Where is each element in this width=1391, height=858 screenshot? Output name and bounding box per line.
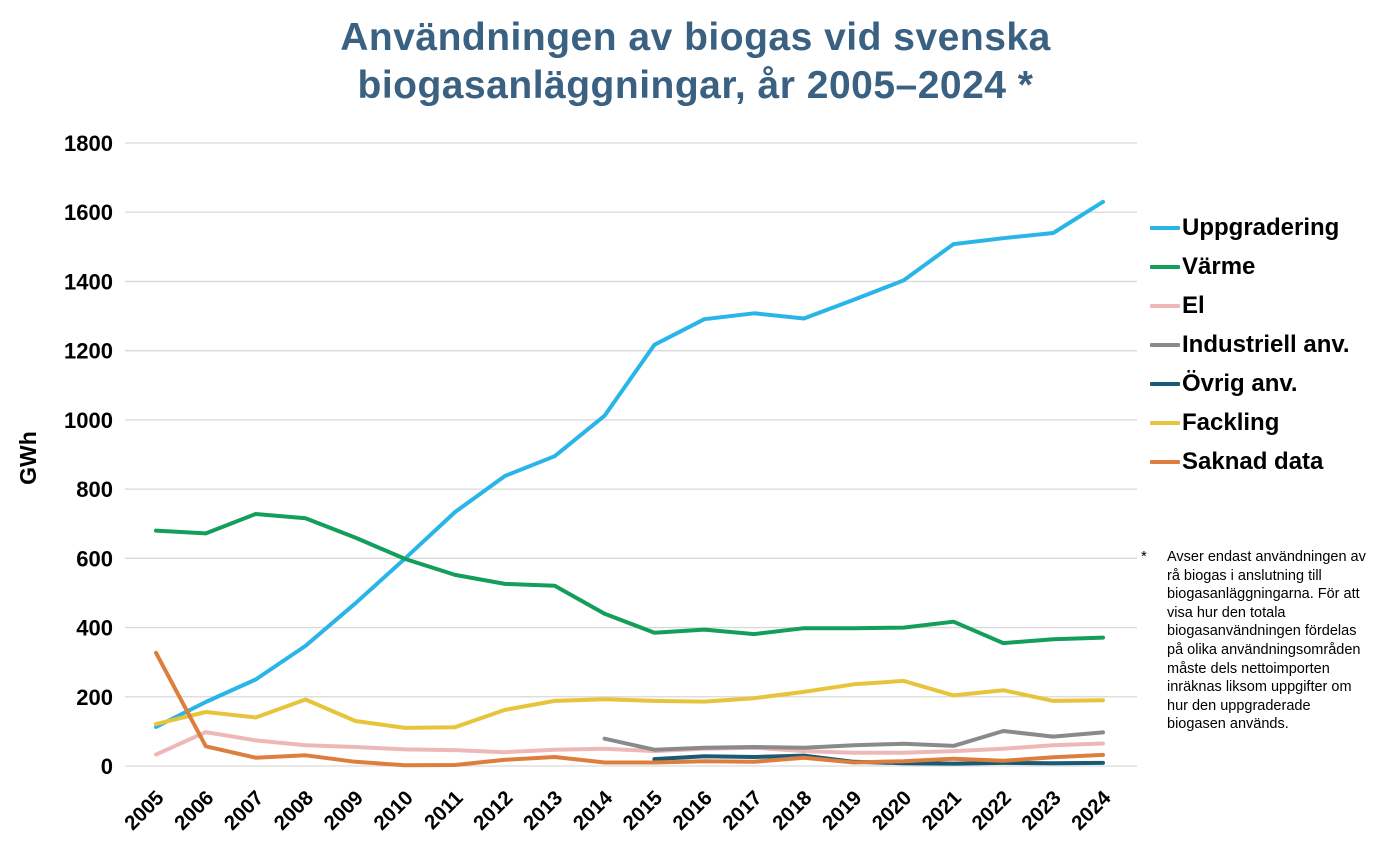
legend-label: Uppgradering [1182,213,1340,241]
x-tick-label: 2017 [718,786,767,835]
series-line-fackling [154,678,1105,730]
y-tick-label: 200 [76,685,113,710]
x-tick-label: 2019 [818,786,867,835]
y-axis-title: GWh [15,431,41,485]
y-tick-label: 1600 [64,200,113,225]
legend-line-swatch [1150,381,1180,386]
chart-legend: Uppgradering Värme El Industriell anv. Övrig… [1150,208,1390,481]
x-tick-label: 2006 [170,786,219,835]
chart-title: Användningen av biogas vid svenska bioga… [340,16,1051,107]
x-tick-label: 2023 [1017,786,1066,835]
x-tick-label: 2018 [768,786,817,835]
x-tick-label: 2010 [369,786,418,835]
legend-line-swatch [1150,264,1180,269]
series-line-industriell-anv [602,729,1105,752]
legend-item-industriell-anv: Industriell anv. [1150,325,1390,364]
x-tick-label: 2016 [668,786,717,835]
y-tick-label: 600 [76,546,113,571]
x-tick-label: 2021 [917,786,966,835]
series-line-el [154,730,1105,757]
x-tick-label: 2005 [120,786,169,835]
legend-line-swatch [1150,420,1180,425]
legend-line-swatch [1150,303,1180,308]
y-tick-label: 0 [101,754,113,779]
x-tick-label: 2014 [569,786,618,835]
x-tick-label: 2007 [220,786,269,835]
x-tick-label: 2012 [469,786,518,835]
legend-label: Övrig anv. [1182,369,1298,397]
series-line-saknad-data [154,650,1105,768]
legend-line-swatch [1150,342,1180,347]
y-tick-label: 1200 [64,339,113,364]
legend-item-saknad-data: Saknad data [1150,442,1390,481]
legend-label: Industriell anv. [1182,330,1350,358]
x-tick-label: 2009 [319,786,368,835]
y-tick-label: 800 [76,477,113,502]
x-tick-label: 2020 [868,786,917,835]
legend-item-fackling: Fackling [1150,403,1390,442]
legend-label: Saknad data [1182,447,1324,475]
y-tick-label: 1400 [64,269,113,294]
legend-item-uppgradering: Uppgradering [1150,208,1390,247]
y-tick-label: 1000 [64,408,113,433]
x-tick-label: 2008 [270,786,319,835]
legend-item-vrig-anv: Övrig anv. [1150,364,1390,403]
legend-item-v-rme: Värme [1150,247,1390,286]
legend-label: Värme [1182,252,1256,280]
footnote-text: Avser endast användningen av rå biogas i… [1167,549,1366,733]
y-tick-label: 1800 [64,131,113,156]
x-tick-label: 2013 [519,786,568,835]
x-tick-label: 2024 [1067,786,1116,835]
footnote-asterisk: * [1141,548,1147,565]
legend-label: El [1182,291,1205,319]
legend-line-swatch [1150,459,1180,464]
x-tick-label: 2011 [420,786,468,834]
series-line-v-rme [154,512,1105,646]
x-tick-label: 2015 [618,786,667,835]
legend-line-swatch [1150,225,1180,230]
x-tick-label: 2022 [967,786,1016,835]
y-tick-label: 400 [76,616,113,641]
chart-title-wrap: Användningen av biogas vid svenska bioga… [0,14,1391,110]
legend-label: Fackling [1182,408,1280,436]
series-line-uppgradering [154,199,1105,729]
legend-item-el: El [1150,286,1390,325]
